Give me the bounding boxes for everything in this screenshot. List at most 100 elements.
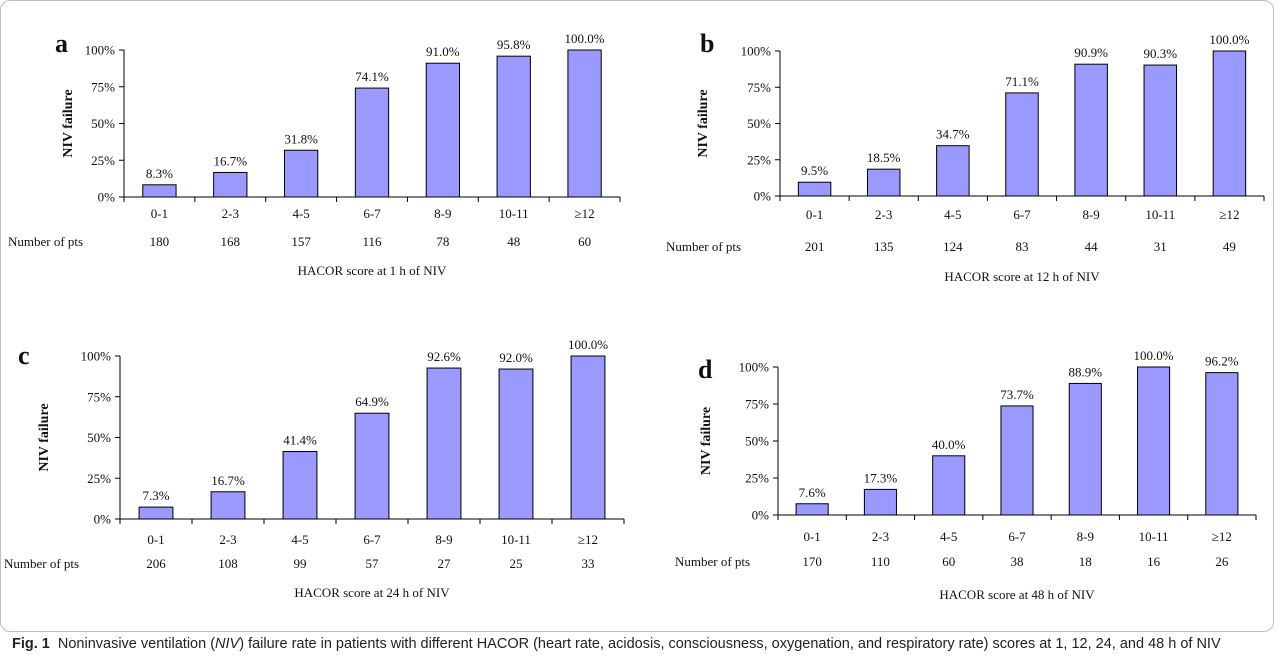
chart-panel-b: b NIV failure 0% 25% 50% 75% 100% 9.5% 0-1 201 18.… [666, 29, 1265, 284]
x-axis-label: HACOR score at 1 h of NIV [298, 263, 447, 278]
patient-count: 201 [805, 239, 825, 254]
patient-count: 26 [1215, 554, 1229, 569]
x-tick-label: 2-3 [875, 207, 892, 222]
bar [1000, 405, 1034, 516]
patient-count: 48 [507, 234, 520, 249]
patient-count: 25 [510, 556, 523, 571]
bar [1005, 92, 1039, 197]
y-tick-label: 25% [747, 152, 771, 167]
count-row-label: Number of pts [666, 239, 741, 254]
patient-count: 18 [1079, 554, 1092, 569]
y-tick-label: 25% [745, 471, 769, 486]
y-tick-label: 100% [81, 349, 112, 364]
bar-value-label: 90.9% [1074, 45, 1108, 60]
bar [496, 55, 531, 198]
count-row-label: Number of pts [8, 234, 83, 249]
x-tick-label: ≥12 [575, 206, 595, 221]
y-tick-label: 100% [85, 43, 116, 58]
y-tick-label: 25% [91, 153, 115, 168]
panel-letter-d: d [698, 355, 713, 384]
bar-value-label: 74.1% [355, 69, 389, 84]
x-tick-label: 4-5 [944, 207, 961, 222]
bar [866, 168, 901, 197]
x-tick-label: ≥12 [1219, 207, 1239, 222]
x-axis-label: HACOR score at 24 h of NIV [294, 585, 450, 600]
bar-value-label: 92.0% [499, 350, 533, 365]
patient-count: 78 [436, 234, 449, 249]
bar [567, 49, 602, 198]
patient-count: 57 [366, 556, 380, 571]
x-tick-label: 6-7 [363, 532, 381, 547]
bar [1212, 50, 1247, 197]
bar [795, 503, 829, 516]
x-tick-label: 10-11 [499, 206, 529, 221]
bar-value-label: 71.1% [1005, 74, 1039, 89]
bar [210, 491, 246, 520]
y-axis-label: NIV failure [699, 407, 714, 475]
y-tick-label: 75% [747, 80, 771, 95]
count-row-label: Number of pts [675, 554, 750, 569]
bar-value-label: 34.7% [936, 127, 970, 142]
bar-value-label: 91.0% [426, 44, 460, 59]
bar-value-label: 31.8% [284, 131, 318, 146]
bar-value-label: 9.5% [801, 163, 828, 178]
x-tick-label: 6-7 [1013, 207, 1031, 222]
figure-caption: Fig. 1 Noninvasive ventilation (NIV) fail… [12, 634, 1267, 655]
chart-panel-c: c NIV failure 0% 25% 50% 75% 100% 7.3% 0-1 206 16.… [4, 337, 625, 600]
bar-value-label: 100.0% [1209, 32, 1249, 47]
panel-letter-c: c [18, 341, 30, 370]
bar [354, 87, 390, 198]
bar [932, 455, 966, 516]
count-row-label: Number of pts [4, 556, 79, 571]
x-tick-label: 8-9 [1082, 207, 1099, 222]
bar-value-label: 18.5% [867, 150, 901, 165]
caption-text-after: ) failure rate in patients with differen… [239, 636, 1221, 652]
patient-count: 135 [874, 239, 894, 254]
y-tick-label: 0% [94, 512, 112, 527]
patient-count: 33 [582, 556, 595, 571]
bar-value-label: 100.0% [565, 31, 605, 46]
y-axis-label: NIV failure [37, 403, 52, 471]
y-tick-label: 25% [87, 471, 111, 486]
bar [1137, 366, 1171, 516]
x-tick-label: 0-1 [147, 532, 164, 547]
bar [1143, 64, 1178, 197]
bar-value-label: 41.4% [283, 433, 317, 448]
y-tick-label: 0% [754, 189, 772, 204]
x-tick-label: 8-9 [434, 206, 451, 221]
x-tick-label: 8-9 [435, 532, 452, 547]
y-tick-label: 75% [87, 389, 111, 404]
patient-count: 38 [1011, 554, 1024, 569]
bar-value-label: 7.3% [142, 488, 169, 503]
patient-count: 116 [362, 234, 382, 249]
patient-count: 124 [943, 239, 963, 254]
y-tick-label: 75% [91, 79, 115, 94]
y-tick-label: 0% [752, 508, 770, 523]
y-tick-label: 0% [98, 190, 116, 205]
panel-letter-b: b [700, 29, 714, 58]
caption-text-before: Noninvasive ventilation ( [57, 636, 216, 652]
y-tick-label: 50% [747, 116, 771, 131]
patient-count: 44 [1085, 239, 1099, 254]
x-tick-label: 4-5 [291, 532, 308, 547]
bar-value-label: 16.7% [213, 153, 247, 168]
patient-count: 99 [294, 556, 307, 571]
bar-value-label: 92.6% [427, 349, 461, 364]
bar-value-label: 88.9% [1068, 364, 1102, 379]
x-tick-label: 10-11 [501, 532, 531, 547]
bar [936, 145, 970, 197]
bar [354, 412, 390, 520]
y-tick-label: 75% [745, 397, 769, 412]
x-tick-label: 0-1 [806, 207, 823, 222]
bar-value-label: 96.2% [1205, 354, 1239, 369]
bar-value-label: 100.0% [568, 337, 608, 352]
x-tick-label: 10-11 [1145, 207, 1175, 222]
patient-count: 180 [150, 234, 170, 249]
figure-label: Fig. 1 [12, 636, 50, 652]
y-tick-label: 50% [87, 430, 111, 445]
chart-panel-d: d NIV failure 0% 25% 50% 75% 100% 7.6% 0-1 170 17.… [675, 348, 1257, 602]
y-tick-label: 50% [745, 434, 769, 449]
patient-count: 60 [578, 234, 591, 249]
x-tick-label: 10-11 [1139, 529, 1169, 544]
bar [1074, 63, 1108, 197]
